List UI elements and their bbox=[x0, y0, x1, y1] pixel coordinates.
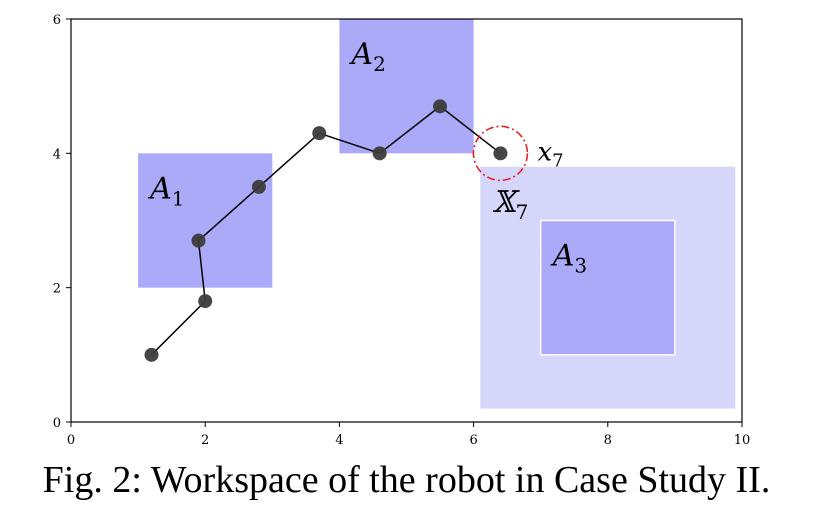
region-label-2: 𝕏7 bbox=[492, 185, 528, 224]
highlight-label-main: x bbox=[537, 137, 552, 167]
trajectory-point-0 bbox=[144, 347, 159, 362]
axes-layer: 0 2 4 6 8 10 0 2 4 6 bbox=[53, 13, 751, 448]
region-label-0: A1 bbox=[147, 171, 184, 210]
trajectory-point-1 bbox=[198, 294, 213, 309]
region-a2 bbox=[339, 19, 474, 154]
highlight-label: x7 bbox=[537, 137, 563, 171]
region-label-subscript: 1 bbox=[172, 186, 185, 210]
region-label-subscript: 7 bbox=[516, 200, 529, 224]
x-tick-label-2: 2 bbox=[201, 433, 209, 448]
highlight-layer bbox=[472, 125, 529, 182]
x-tick-label-0: 0 bbox=[67, 433, 75, 448]
axes-frame bbox=[70, 18, 743, 423]
region-a1 bbox=[138, 153, 273, 288]
trajectory-point-5 bbox=[372, 146, 387, 161]
figure-caption: Fig. 2: Workspace of the robot in Case S… bbox=[42, 459, 771, 501]
region-a3 bbox=[539, 219, 676, 356]
y-tick-label-0: 0 bbox=[53, 416, 61, 431]
region-label-3: A3 bbox=[550, 239, 587, 278]
region-label-main: A bbox=[348, 37, 373, 72]
trajectory-point-3 bbox=[251, 179, 266, 194]
y-tick-label-6: 6 bbox=[53, 13, 61, 28]
region-label-main: A bbox=[550, 239, 575, 274]
highlight-label-subscript: 7 bbox=[552, 150, 563, 171]
x-tick-label-10: 10 bbox=[734, 433, 751, 448]
trajectory-line bbox=[150, 105, 501, 356]
x-tick-label-8: 8 bbox=[604, 433, 612, 448]
trajectory-point-4 bbox=[312, 126, 327, 141]
trajectory-point-2 bbox=[191, 233, 206, 248]
region-label-subscript: 3 bbox=[574, 254, 587, 278]
region-label-1: A2 bbox=[348, 37, 385, 76]
y-tick-label-2: 2 bbox=[53, 282, 61, 297]
x-tick-label-6: 6 bbox=[469, 433, 477, 448]
highlight-circle bbox=[472, 125, 529, 182]
y-tick-label-4: 4 bbox=[53, 147, 61, 162]
trajectory-point-7 bbox=[493, 146, 508, 161]
trajectory-point-6 bbox=[433, 99, 448, 114]
region-label-main: A bbox=[147, 171, 172, 206]
trajectory-layer bbox=[144, 99, 508, 362]
region-label-subscript: 2 bbox=[373, 52, 386, 76]
regions-layer bbox=[138, 19, 736, 409]
x-tick-label-4: 4 bbox=[335, 433, 343, 448]
